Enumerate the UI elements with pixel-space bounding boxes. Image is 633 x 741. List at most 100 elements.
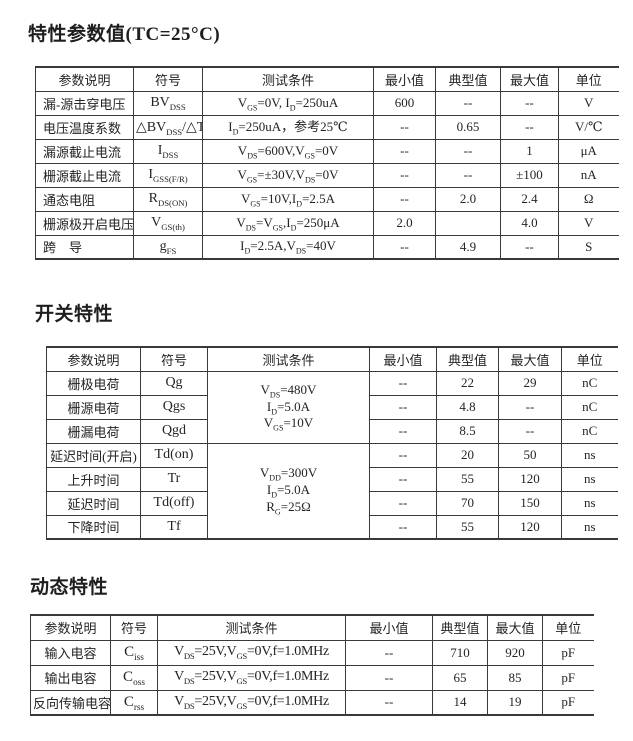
condition-cell: ID=250uA，参考25℃: [202, 114, 374, 140]
param-name-cell: 延迟时间: [46, 490, 141, 516]
table-row: 延迟时间(开启) Td(on) VDD=300V ID=5.0A RG=25Ω --…: [46, 442, 618, 540]
header-symbol: 符号: [110, 614, 158, 641]
max-cell: --: [500, 234, 559, 260]
max-cell: --: [500, 90, 559, 116]
typ-cell: 4.8: [436, 394, 499, 420]
table-row: 下降时间 Tf -- 55 120 ns: [46, 514, 618, 540]
param-name-cell: 栅源截止电流: [35, 162, 134, 188]
unit-cell: nC: [561, 370, 618, 396]
condition-cell: VDS=25V,VGS=0V,f=1.0MHz: [157, 689, 346, 716]
param-name-cell: 电压温度系数: [35, 114, 134, 140]
typ-cell: --: [435, 162, 501, 188]
param-name-cell: 下降时间: [46, 514, 141, 540]
typ-cell: --: [435, 90, 501, 116]
symbol-cell: IDSS: [133, 138, 203, 164]
min-cell: --: [345, 689, 433, 716]
characteristics-table: 参数说明 符号 测试条件 最小值 典型值 最大值 单位 漏-源击穿电压 BVDS…: [35, 66, 619, 260]
condition-cell: VGS=0V, ID=250uA: [202, 90, 374, 116]
symbol-cell: Tr: [140, 466, 208, 492]
header-param: 参数说明: [30, 614, 111, 641]
header-unit: 单位: [558, 66, 619, 92]
symbol-cell: Td(on): [140, 442, 208, 468]
header-symbol: 符号: [140, 346, 208, 372]
table-row: 输入电容 Ciss VDS=25V,VGS=0V,f=1.0MHz -- 710…: [30, 639, 594, 666]
max-cell: 29: [498, 370, 562, 396]
section-title-dynamic: 动态特性: [30, 577, 109, 598]
unit-cell: ns: [561, 490, 618, 516]
min-cell: --: [369, 514, 437, 540]
condition-cell: VGS=10V,ID=2.5A: [202, 186, 374, 212]
param-name-cell: 漏源截止电流: [35, 138, 134, 164]
condition-cell: VDS=VGS,ID=250μA: [202, 210, 374, 236]
param-name-cell: 栅极电荷: [46, 370, 141, 396]
max-cell: 120: [498, 514, 562, 540]
dynamic-table: 参数说明 符号 测试条件 最小值 典型值 最大值 单位 输入电容 Ciss VD…: [30, 614, 594, 716]
typ-cell: 710: [432, 639, 488, 666]
typ-cell: 8.5: [436, 418, 499, 444]
condition-cell-charge-group: VDS=480V ID=5.0A VGS=10V: [207, 370, 370, 444]
max-cell: --: [498, 394, 562, 420]
table-row: 反向传输电容 Crss VDS=25V,VGS=0V,f=1.0MHz -- 1…: [30, 689, 594, 716]
header-condition: 测试条件: [157, 614, 346, 641]
unit-cell: pF: [542, 639, 594, 666]
header-param: 参数说明: [35, 66, 134, 92]
symbol-cell: Coss: [110, 664, 158, 691]
param-name-cell: 栅漏电荷: [46, 418, 141, 444]
min-cell: --: [373, 162, 436, 188]
header-typ: 典型值: [436, 346, 499, 372]
table-row: 栅源截止电流 IGSS(F/R) VGS=±30V,VDS=0V -- -- ±…: [35, 162, 619, 188]
header-unit: 单位: [542, 614, 594, 641]
symbol-cell: RDS(ON): [133, 186, 203, 212]
header-max: 最大值: [487, 614, 543, 641]
unit-cell: ns: [561, 442, 618, 468]
min-cell: --: [345, 664, 433, 691]
condition-cell: VDS=600V,VGS=0V: [202, 138, 374, 164]
table-header-row: 参数说明 符号 测试条件 最小值 典型值 最大值 单位: [46, 346, 618, 372]
header-max: 最大值: [498, 346, 562, 372]
unit-cell: pF: [542, 664, 594, 691]
min-cell: --: [369, 394, 437, 420]
symbol-cell: Qg: [140, 370, 208, 396]
table-row: 电压温度系数 △BVDSS/△TJ ID=250uA，参考25℃ -- 0.65…: [35, 114, 619, 140]
header-min: 最小值: [345, 614, 433, 641]
param-name-cell: 跨 导: [35, 234, 134, 260]
param-name-cell: 通态电阻: [35, 186, 134, 212]
typ-cell: 55: [436, 466, 499, 492]
symbol-cell: △BVDSS/△TJ: [133, 114, 203, 140]
unit-cell: S: [558, 234, 619, 260]
max-cell: 1: [500, 138, 559, 164]
condition-cell: ID=2.5A,VDS=40V: [202, 234, 374, 260]
table-row: 漏-源击穿电压 BVDSS VGS=0V, ID=250uA 600 -- --…: [35, 90, 619, 116]
unit-cell: V: [558, 210, 619, 236]
unit-cell: V: [558, 90, 619, 116]
max-cell: 19: [487, 689, 543, 716]
switching-table: 参数说明 符号 测试条件 最小值 典型值 最大值 单位 栅极电荷 Qg VDS=…: [46, 346, 618, 540]
typ-cell: --: [435, 138, 501, 164]
table-row: 栅极电荷 Qg VDS=480V ID=5.0A VGS=10V -- 22 29 …: [46, 370, 618, 444]
unit-cell: nC: [561, 418, 618, 444]
header-min: 最小值: [373, 66, 436, 92]
unit-cell: V/℃: [558, 114, 619, 140]
header-unit: 单位: [561, 346, 618, 372]
header-typ: 典型值: [435, 66, 501, 92]
typ-cell: 55: [436, 514, 499, 540]
symbol-cell: gFS: [133, 234, 203, 260]
condition-cell: VDS=25V,VGS=0V,f=1.0MHz: [157, 639, 346, 666]
min-cell: 2.0: [373, 210, 436, 236]
typ-cell: 14: [432, 689, 488, 716]
header-condition: 测试条件: [207, 346, 370, 372]
min-cell: --: [369, 370, 437, 396]
max-cell: 50: [498, 442, 562, 468]
symbol-cell: Qgs: [140, 394, 208, 420]
typ-cell: [435, 210, 501, 236]
table-header-row: 参数说明 符号 测试条件 最小值 典型值 最大值 单位: [30, 614, 594, 641]
condition-cell: VDS=25V,VGS=0V,f=1.0MHz: [157, 664, 346, 691]
typ-cell: 0.65: [435, 114, 501, 140]
param-name-cell: 延迟时间(开启): [46, 442, 141, 468]
min-cell: --: [373, 234, 436, 260]
max-cell: 2.4: [500, 186, 559, 212]
typ-cell: 22: [436, 370, 499, 396]
max-cell: --: [498, 418, 562, 444]
unit-cell: ns: [561, 514, 618, 540]
min-cell: --: [373, 186, 436, 212]
